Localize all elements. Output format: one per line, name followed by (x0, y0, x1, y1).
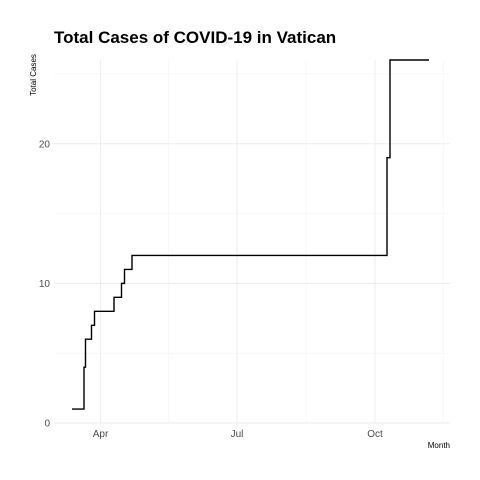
series-line (72, 59, 429, 410)
y-axis-label: Total Cases (29, 54, 38, 96)
x-tick-label: Oct (367, 429, 383, 440)
x-tick-label: Jul (231, 429, 244, 440)
x-axis-label: Month (428, 441, 450, 450)
y-tick-label: 10 (39, 279, 51, 290)
axis-ticks: 0 10 20 Apr Jul Oct (39, 139, 383, 440)
plot-area (72, 59, 429, 410)
grid (54, 60, 450, 424)
x-tick-label: Apr (93, 429, 109, 440)
y-tick-label: 0 (44, 419, 50, 430)
y-tick-label: 20 (39, 139, 51, 150)
chart-title: Total Cases of COVID-19 in Vatican (54, 28, 336, 47)
